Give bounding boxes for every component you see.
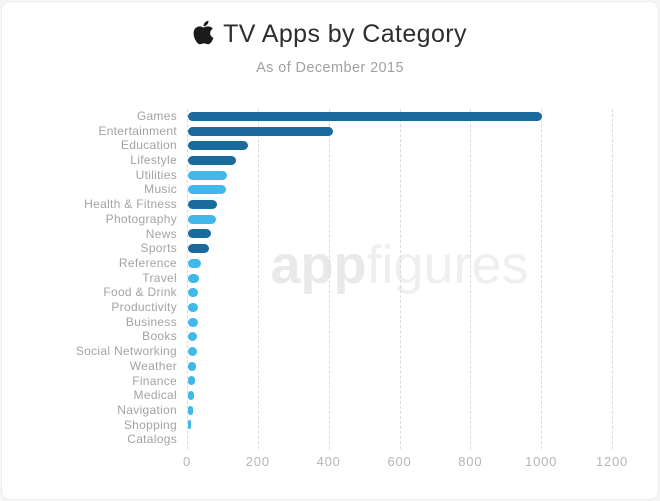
category-label: Sports (140, 241, 177, 256)
chart-title-text: TV Apps by Category (223, 20, 467, 48)
category-label: Utilities (135, 167, 177, 182)
x-tick-label: 600 (387, 454, 412, 469)
gridline (257, 109, 259, 449)
bar (188, 126, 334, 136)
chart-title: TV Apps by Category (193, 20, 467, 49)
category-label: Food & Drink (103, 285, 177, 300)
bar (188, 420, 191, 430)
category-label: Entertainment (98, 123, 177, 138)
bar (188, 258, 202, 268)
category-label: Travel (142, 270, 177, 285)
bar (188, 317, 198, 327)
bar (188, 185, 226, 195)
bar (188, 346, 197, 356)
bar (188, 332, 197, 342)
category-label: Education (120, 138, 177, 153)
bar (188, 170, 227, 180)
bar (188, 376, 196, 386)
bar (188, 391, 194, 401)
x-tick-label: 200 (245, 454, 270, 469)
watermark-figures: figures (366, 235, 529, 295)
category-label: Navigation (117, 402, 177, 417)
category-labels: Games Entertainment Education Lifestyle Util… (2, 109, 177, 447)
category-label: Music (144, 182, 177, 197)
gridline (399, 109, 401, 449)
gridline (541, 109, 543, 449)
bar (188, 111, 543, 121)
x-tick-label: 400 (316, 454, 341, 469)
bar (188, 229, 211, 239)
bar (188, 244, 209, 254)
category-label: Catalogs (127, 432, 177, 447)
category-label: Finance (132, 373, 177, 388)
category-label: Health & Fitness (84, 197, 177, 212)
appfigures-watermark: appfigures (187, 238, 612, 292)
category-label: Medical (133, 388, 177, 403)
category-label: Shopping (123, 417, 177, 432)
bar (188, 405, 194, 415)
gridline (328, 109, 330, 449)
gridline (187, 109, 188, 449)
bar (188, 288, 199, 298)
category-label: Reference (118, 255, 177, 270)
bar (188, 302, 198, 312)
category-label: Lifestyle (130, 153, 177, 168)
plot-area (187, 109, 613, 449)
category-label: Photography (105, 211, 177, 226)
category-label: Weather (129, 358, 177, 373)
apple-logo-icon (193, 20, 214, 45)
bar (188, 200, 218, 210)
chart-subtitle: As of December 2015 (256, 60, 404, 76)
watermark-app: app (270, 235, 367, 295)
category-label: Games (136, 109, 177, 123)
bar (188, 273, 199, 283)
category-label: Books (142, 329, 177, 344)
category-label: Business (125, 314, 177, 329)
bar (188, 214, 217, 224)
category-label: Social Networking (75, 344, 177, 359)
x-axis: 0 200 400 600 800 1000 1200 (183, 454, 627, 472)
bar (188, 141, 249, 151)
gridline (470, 109, 472, 449)
x-tick-label: 1000 (525, 454, 558, 469)
x-tick-label: 0 (182, 454, 192, 469)
x-tick-label: 1200 (595, 454, 629, 469)
x-tick-label: 800 (458, 454, 483, 469)
bar (188, 361, 196, 371)
bar (188, 155, 236, 165)
category-label: Productivity (111, 300, 177, 315)
category-label: News (145, 226, 177, 241)
gridline (612, 109, 613, 449)
chart-header: TV Apps by Category As of December 2015 (2, 20, 658, 76)
